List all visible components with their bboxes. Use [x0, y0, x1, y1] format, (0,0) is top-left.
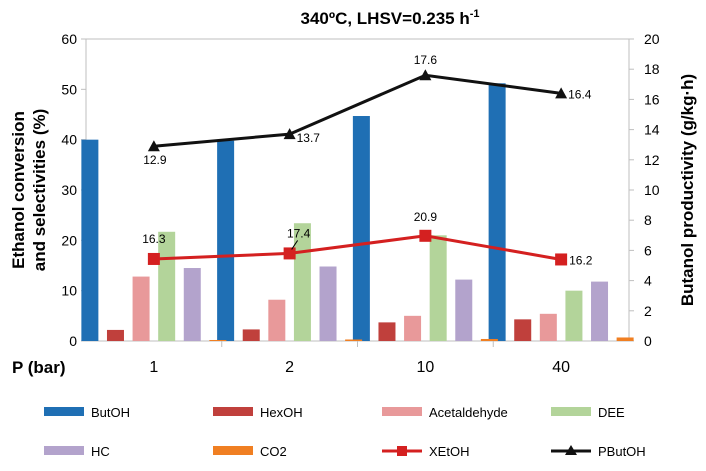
- bar-co2: [480, 338, 498, 341]
- y-right-tick-label: 18: [644, 61, 660, 77]
- legend-swatch-dee: [551, 407, 591, 416]
- x-axis-title: P (bar): [12, 358, 66, 377]
- data-label-xetoh: 17.4: [287, 226, 311, 240]
- y-right-tick-label: 14: [644, 122, 660, 138]
- marker-xetoh: [283, 247, 296, 260]
- bar-co2: [616, 337, 634, 341]
- legend-label-dee: DEE: [598, 405, 625, 420]
- bar-hc: [183, 268, 201, 341]
- bar-butoh: [352, 116, 370, 341]
- legend-label-acetaldehyde: Acetaldehyde: [429, 405, 508, 420]
- marker-pbutoh: [555, 87, 568, 99]
- leader-line: [291, 240, 299, 250]
- legend-label-xetoh: XEtOH: [429, 444, 469, 459]
- bar-acetaldehyde: [404, 315, 422, 341]
- bar-acetaldehyde: [268, 299, 286, 341]
- y-right-tick-label: 8: [644, 212, 652, 228]
- marker-xetoh: [147, 252, 160, 265]
- data-label-pbutoh: 17.6: [414, 53, 438, 67]
- bar-dee: [565, 290, 583, 341]
- legend: ButOH HexOH Acetaldehyde DEE HC CO2 XEtOH PButO…: [44, 405, 646, 459]
- y-right-tick-label: 6: [644, 242, 652, 258]
- y-right-tick-label: 10: [644, 182, 660, 198]
- y-right-tick-label: 2: [644, 303, 652, 319]
- right-axis: 0 2 4 6 8 10 12 14 16 18 20: [629, 31, 660, 349]
- bar-hexoh: [242, 329, 260, 341]
- bar-hc: [455, 279, 473, 341]
- bar-dee: [293, 223, 311, 341]
- bar-butoh: [217, 140, 235, 341]
- y-right-tick-label: 4: [644, 273, 652, 289]
- y-right-tick-label: 16: [644, 91, 660, 107]
- category-labels: 1 2 10 40: [149, 359, 570, 376]
- category-label: 10: [416, 359, 434, 376]
- chart-title: 340ºC, LHSV=0.235 h-1: [301, 8, 480, 28]
- line-series: 16.3 17.4 20.9 16.2 12.9 13.7 17.6 16.4: [142, 53, 593, 267]
- legend-label-hexoh: HexOH: [260, 405, 303, 420]
- y-left-title-line2: and selectivities (%): [30, 109, 49, 272]
- y-right-tick-label: 20: [644, 31, 660, 47]
- bar-hc: [319, 266, 337, 341]
- y-right-tick-label: 0: [644, 333, 652, 349]
- bar-dee: [158, 231, 176, 341]
- legend-swatch-co2: [213, 446, 253, 455]
- category-dividers: [221, 341, 494, 347]
- legend-swatch-hc: [44, 446, 84, 455]
- bar-hexoh: [378, 322, 396, 341]
- category-label: 2: [285, 359, 294, 376]
- bar-acetaldehyde: [539, 313, 557, 341]
- legend-swatch-acetaldehyde: [382, 407, 422, 416]
- marker-pbutoh: [147, 140, 160, 152]
- bar-butoh: [488, 83, 506, 341]
- y-left-tick-label: 40: [61, 132, 77, 148]
- bar-series: [81, 83, 634, 341]
- legend-label-co2: CO2: [260, 444, 287, 459]
- y-left-tick-label: 60: [61, 31, 77, 47]
- y-left-title-line1: Ethanol conversion: [9, 111, 28, 269]
- bar-dee: [429, 235, 447, 341]
- bar-co2: [209, 339, 227, 341]
- chart-title-main: 340ºC, LHSV=0.235 h: [301, 9, 470, 28]
- y-left-tick-label: 10: [61, 283, 77, 299]
- category-label: 1: [149, 359, 158, 376]
- line-pbutoh: [153, 73, 562, 148]
- marker-xetoh: [555, 253, 568, 266]
- y-left-tick-label: 20: [61, 232, 77, 248]
- legend-marker-xetoh: [397, 446, 407, 456]
- bar-co2: [345, 339, 363, 341]
- legend-swatch-hexoh: [213, 407, 253, 416]
- category-label: 40: [552, 359, 570, 376]
- bar-acetaldehyde: [132, 276, 150, 341]
- y-right-tick-label: 12: [644, 152, 660, 168]
- y-right-title: Butanol productivity (g/kg·h): [678, 74, 697, 306]
- line-xetoh: [153, 234, 562, 261]
- legend-label-hc: HC: [91, 444, 110, 459]
- bar-hc: [591, 281, 609, 341]
- chart-title-superscript: -1: [470, 8, 480, 20]
- data-label-pbutoh: 16.4: [568, 87, 592, 101]
- bar-butoh: [81, 139, 99, 341]
- data-label-pbutoh: 13.7: [297, 131, 321, 145]
- marker-xetoh: [419, 229, 432, 242]
- y-left-tick-label: 0: [69, 333, 77, 349]
- left-axis: 0 10 20 30 40 50 60: [61, 31, 86, 349]
- bar-hexoh: [106, 329, 124, 341]
- data-label-pbutoh: 12.9: [143, 153, 167, 167]
- marker-pbutoh: [283, 128, 296, 140]
- legend-swatch-butoh: [44, 407, 84, 416]
- legend-label-pbutoh: PButOH: [598, 444, 646, 459]
- data-label-xetoh: 16.2: [569, 253, 593, 267]
- y-left-tick-label: 30: [61, 182, 77, 198]
- marker-pbutoh: [419, 69, 432, 81]
- legend-label-butoh: ButOH: [91, 405, 130, 420]
- legend-marker-pbutoh: [565, 445, 577, 455]
- data-label-xetoh: 16.3: [142, 232, 166, 246]
- data-label-xetoh: 20.9: [414, 210, 438, 224]
- y-left-tick-label: 50: [61, 81, 77, 97]
- bar-hexoh: [514, 319, 532, 341]
